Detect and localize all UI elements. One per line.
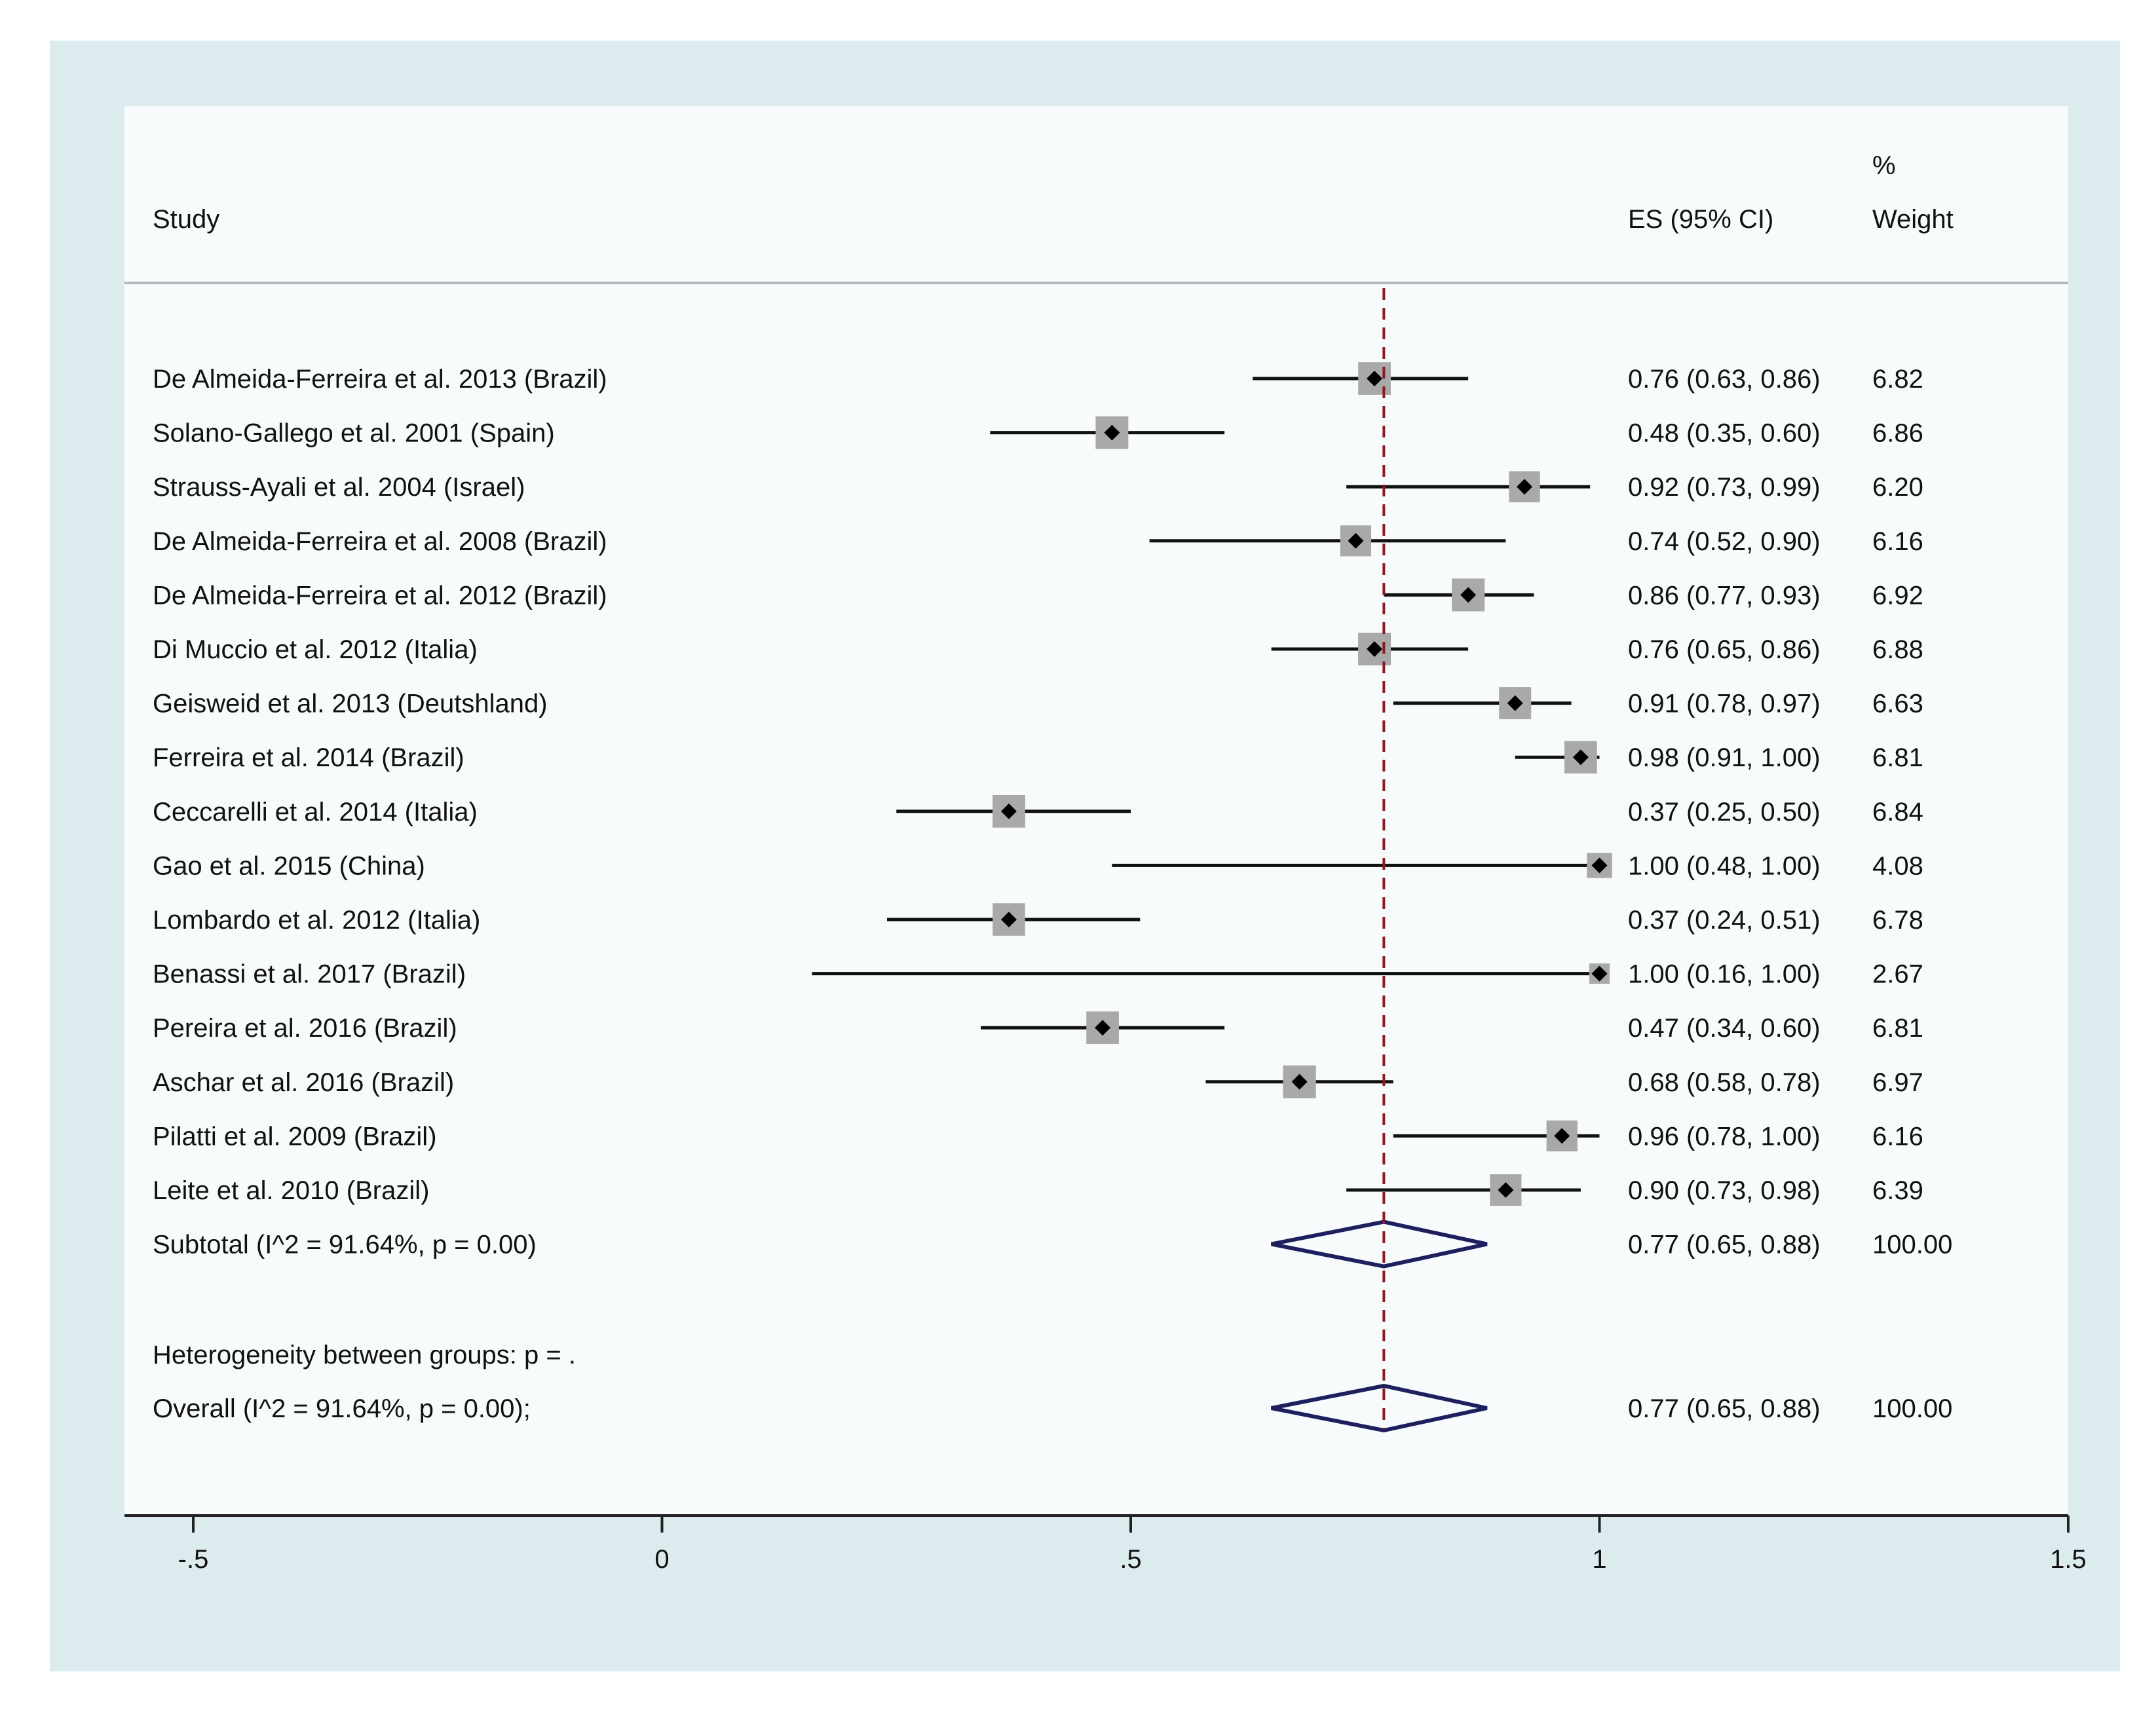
study-es-ci: 0.98 (0.91, 1.00) (1628, 743, 1821, 772)
study-row (1384, 578, 1534, 612)
study-point-estimate (1572, 749, 1589, 766)
study-es-ci: 0.96 (0.78, 1.00) (1628, 1122, 1821, 1151)
study-es-ci: 0.91 (0.78, 0.97) (1628, 690, 1821, 718)
study-label: Strauss-Ayali et al. 2004 (Israel) (153, 473, 525, 502)
study-es-ci: 0.47 (0.34, 0.60) (1628, 1014, 1821, 1043)
header-es-label: ES (95% CI) (1628, 205, 1773, 234)
study-es-ci: 0.74 (0.52, 0.90) (1628, 527, 1821, 556)
subtotal-label: Subtotal (I^2 = 91.64%, p = 0.00) (153, 1231, 537, 1259)
study-label: Aschar et al. 2016 (Brazil) (153, 1068, 454, 1097)
study-label: Pilatti et al. 2009 (Brazil) (153, 1122, 437, 1151)
header-weight-percent: % (1872, 151, 1896, 180)
study-label: De Almeida-Ferreira et al. 2013 (Brazil) (153, 365, 607, 394)
study-point-estimate (1554, 1128, 1570, 1144)
study-weight: 6.88 (1872, 635, 1923, 664)
study-weight: 6.84 (1872, 798, 1923, 827)
study-point-estimate (1291, 1073, 1308, 1090)
study-weight: 6.81 (1872, 743, 1923, 772)
overall-diamond (1271, 1383, 1488, 1433)
study-es-ci: 0.76 (0.63, 0.86) (1628, 365, 1821, 394)
study-es-ci: 0.68 (0.58, 0.78) (1628, 1068, 1821, 1097)
study-row (990, 416, 1225, 449)
subtotal-es-ci: 0.77 (0.65, 0.88) (1628, 1231, 1821, 1259)
study-row (1253, 362, 1469, 395)
study-label: Leite et al. 2010 (Brazil) (153, 1176, 429, 1205)
subtotal-weight: 100.00 (1872, 1231, 1952, 1259)
study-row (1271, 633, 1469, 665)
study-weight: 4.08 (1872, 851, 1923, 880)
study-point-estimate (1591, 857, 1608, 874)
study-point-estimate (1000, 803, 1017, 819)
study-weight: 2.67 (1872, 960, 1923, 989)
study-row (1149, 525, 1506, 557)
x-tick-label: .5 (1120, 1545, 1141, 1574)
study-row (1112, 853, 1612, 878)
study-label: Ferreira et al. 2014 (Brazil) (153, 743, 464, 772)
study-label: Pereira et al. 2016 (Brazil) (153, 1014, 457, 1043)
study-row (896, 794, 1131, 828)
study-es-ci: 0.48 (0.35, 0.60) (1628, 419, 1821, 448)
study-es-ci: 1.00 (0.16, 1.00) (1628, 960, 1821, 989)
overall-weight: 100.00 (1872, 1394, 1952, 1423)
x-tick-label: -.5 (178, 1545, 209, 1574)
study-weight: 6.20 (1872, 473, 1923, 502)
study-label: De Almeida-Ferreira et al. 2008 (Brazil) (153, 527, 607, 556)
study-row (1515, 741, 1600, 774)
study-weight: 6.92 (1872, 581, 1923, 610)
study-point-estimate (1095, 1020, 1111, 1036)
study-es-ci: 0.37 (0.25, 0.50) (1628, 798, 1821, 827)
study-point-estimate (1507, 695, 1523, 711)
study-point-estimate (1000, 912, 1017, 927)
x-tick-label: 1 (1592, 1545, 1606, 1574)
subtotal-diamond (1271, 1219, 1488, 1269)
study-point-estimate (1498, 1182, 1514, 1198)
study-row (1346, 1174, 1581, 1206)
study-row (1393, 1120, 1600, 1152)
study-point-estimate (1367, 371, 1383, 386)
study-row (1205, 1065, 1393, 1098)
header-weight-label: Weight (1872, 205, 1954, 234)
study-row (1393, 687, 1572, 720)
study-row (981, 1011, 1225, 1045)
study-weight: 6.97 (1872, 1068, 1923, 1097)
overall-label: Overall (I^2 = 91.64%, p = 0.00); (153, 1394, 531, 1423)
study-es-ci: 1.00 (0.48, 1.00) (1628, 851, 1821, 880)
study-es-ci: 0.92 (0.73, 0.99) (1628, 473, 1821, 502)
study-label: Solano-Gallego et al. 2001 (Spain) (153, 419, 555, 448)
x-tick-label: 1.5 (2050, 1545, 2087, 1574)
study-weight: 6.86 (1872, 419, 1923, 448)
study-point-estimate (1367, 641, 1383, 657)
study-label: Geisweid et al. 2013 (Deutshland) (153, 690, 548, 718)
header-study-label: Study (153, 205, 219, 234)
study-weight: 6.16 (1872, 1122, 1923, 1151)
study-label: De Almeida-Ferreira et al. 2012 (Brazil) (153, 581, 607, 610)
study-label: Lombardo et al. 2012 (Italia) (153, 906, 480, 935)
study-row (1346, 471, 1591, 502)
study-row (812, 963, 1610, 984)
study-row (886, 903, 1141, 936)
study-weight: 6.16 (1872, 527, 1923, 556)
study-point-estimate (1591, 965, 1608, 982)
study-es-ci: 0.86 (0.77, 0.93) (1628, 581, 1821, 610)
study-es-ci: 0.37 (0.24, 0.51) (1628, 906, 1821, 935)
study-point-estimate (1104, 424, 1120, 441)
study-weight: 6.82 (1872, 365, 1923, 394)
study-es-ci: 0.90 (0.73, 0.98) (1628, 1176, 1821, 1205)
overall-es-ci: 0.77 (0.65, 0.88) (1628, 1394, 1821, 1423)
study-weight: 6.63 (1872, 690, 1923, 718)
study-label: Ceccarelli et al. 2014 (Italia) (153, 798, 478, 827)
heterogeneity-note: Heterogeneity between groups: p = . (153, 1341, 576, 1369)
study-label: Di Muccio et al. 2012 (Italia) (153, 635, 478, 664)
study-point-estimate (1517, 479, 1533, 495)
study-weight: 6.78 (1872, 906, 1923, 935)
study-weight: 6.39 (1872, 1176, 1923, 1205)
study-point-estimate (1348, 532, 1364, 549)
study-label: Benassi et al. 2017 (Brazil) (153, 960, 466, 989)
study-point-estimate (1460, 587, 1477, 603)
study-es-ci: 0.76 (0.65, 0.86) (1628, 635, 1821, 664)
study-label: Gao et al. 2015 (China) (153, 851, 425, 880)
x-tick-label: 0 (654, 1545, 669, 1574)
study-weight: 6.81 (1872, 1014, 1923, 1043)
